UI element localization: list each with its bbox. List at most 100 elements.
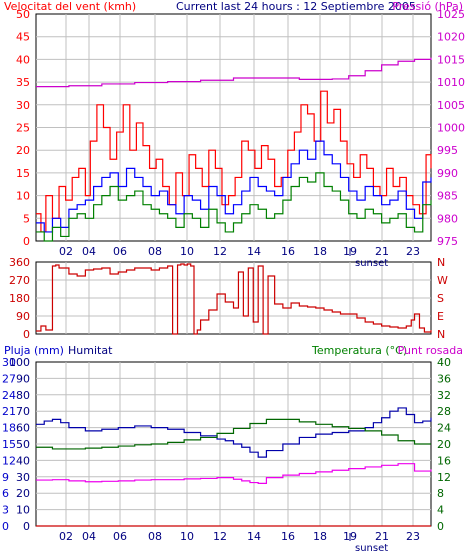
x-tick-label-bottom: 12: [213, 530, 227, 543]
rain-y-tick: 3: [2, 504, 9, 517]
direction-y-tick: 360: [9, 256, 30, 269]
pressure-axis-title: Pressió (hPa): [392, 0, 463, 13]
humidity-y-tick: 80: [16, 389, 30, 402]
temperature-y-tick: 40: [437, 356, 451, 369]
x-tick-label-bottom: 21: [375, 530, 389, 543]
humidity-y-tick: 40: [16, 454, 30, 467]
compass-tick: N: [437, 256, 445, 269]
rain-y-tick: 15: [2, 438, 16, 451]
x-tick-label-bottom: 16: [281, 530, 295, 543]
x-tick-label-bottom: 14: [247, 530, 261, 543]
compass-tick: W: [437, 274, 448, 287]
pressure-y-tick: 1020: [437, 31, 465, 44]
compass-tick: S: [437, 292, 444, 305]
pressure-y-tick: 980: [437, 212, 458, 225]
series-pressure: [36, 57, 432, 88]
pressure-y-tick: 1015: [437, 53, 465, 66]
rain-y-tick: 9: [2, 471, 9, 484]
x-tick-label-bottom: 18: [313, 530, 327, 543]
humidity-y-tick: 0: [23, 520, 30, 533]
x-tick-label: 06: [113, 245, 127, 258]
series-wind_low: [36, 172, 432, 242]
rain-y-tick: 12: [2, 454, 16, 467]
x-tick-label: 08: [148, 245, 162, 258]
direction-y-tick: 0: [23, 328, 30, 341]
x-tick-label-bottom: 06: [113, 530, 127, 543]
x-tick-label-bottom-sunset: sunset: [355, 543, 388, 554]
temperature-y-tick: 36: [437, 372, 451, 385]
pressure-y-tick: 1010: [437, 76, 465, 89]
rain-y-tick: 0: [2, 520, 9, 533]
temperature-y-tick: 24: [437, 422, 451, 435]
humidity-axis-title: Humitat: [68, 344, 113, 357]
x-tick-label: 12: [213, 245, 227, 258]
series-wind_gust: [36, 90, 432, 233]
humidity-y-tick: 20: [16, 487, 30, 500]
x-tick-label-sunset: sunset: [355, 258, 388, 269]
x-tick-label: 02: [59, 245, 73, 258]
humidity-y-tick: 100: [9, 356, 30, 369]
pressure-y-tick: 1005: [437, 99, 465, 112]
series-direction: [36, 263, 432, 335]
x-tick-label: 10: [180, 245, 194, 258]
x-tick-label: 14: [247, 245, 261, 258]
rain-y-tick: 27: [2, 372, 16, 385]
pressure-y-tick: 990: [437, 167, 458, 180]
rain-axis-title: Pluja (mm): [4, 344, 64, 357]
temperature-axis-title: Temperatura (°C): [311, 344, 407, 357]
rain-y-tick: 24: [2, 389, 16, 402]
pressure-y-tick: 975: [437, 235, 458, 248]
wind-y-tick: 0: [23, 235, 30, 248]
pressure-y-tick: 1025: [437, 8, 465, 21]
rain-y-tick: 6: [2, 487, 9, 500]
temperature-y-tick: 8: [437, 487, 444, 500]
series-punt-rosada: [36, 463, 432, 484]
pressure-y-tick: 995: [437, 144, 458, 157]
temperature-y-tick: 20: [437, 438, 451, 451]
humidity-y-tick: 50: [16, 438, 30, 451]
temperature-y-tick: 28: [437, 405, 451, 418]
rain-y-tick: 21: [2, 405, 16, 418]
wind-y-tick: 35: [16, 76, 30, 89]
x-tick-label: 18: [313, 245, 327, 258]
wind-y-tick: 50: [16, 8, 30, 21]
dewpoint-axis-title: Punt rosada: [398, 344, 463, 357]
direction-y-tick: 180: [9, 292, 30, 305]
rain-y-tick: 30: [2, 356, 16, 369]
wind-y-tick: 30: [16, 99, 30, 112]
humidity-y-tick: 10: [16, 504, 30, 517]
x-tick-label-bottom: 02: [59, 530, 73, 543]
direction-y-tick: 270: [9, 274, 30, 287]
temperature-y-tick: 32: [437, 389, 451, 402]
pressure-y-tick: 1000: [437, 122, 465, 135]
wind-y-tick: 25: [16, 122, 30, 135]
x-tick-label-bottom: 10: [180, 530, 194, 543]
x-tick-label-bottom: 08: [148, 530, 162, 543]
wind-y-tick: 20: [16, 144, 30, 157]
compass-tick: E: [437, 310, 444, 323]
wind-y-tick: 10: [16, 190, 30, 203]
humidity-y-tick: 70: [16, 405, 30, 418]
wind-y-tick: 45: [16, 31, 30, 44]
x-tick-label-bottom: 04: [82, 530, 96, 543]
x-tick-label: 04: [82, 245, 96, 258]
x-tick-label: 23: [406, 245, 420, 258]
series-temperatura: [36, 418, 431, 450]
x-tick-label: 16: [281, 245, 295, 258]
wind-axis-title: Velocitat del vent (kmh): [4, 0, 136, 13]
x-tick-label: 21: [375, 245, 389, 258]
humidity-y-tick: 60: [16, 422, 30, 435]
temperature-y-tick: 0: [437, 520, 444, 533]
wind-y-tick: 15: [16, 167, 30, 180]
humidity-y-tick: 30: [16, 471, 30, 484]
wind-y-tick: 40: [16, 53, 30, 66]
temperature-y-tick: 16: [437, 454, 451, 467]
x-tick-label-bottom: 23: [406, 530, 420, 543]
series-wind_avg: [36, 140, 432, 233]
humidity-y-tick: 90: [16, 372, 30, 385]
rain-y-tick: 18: [2, 422, 16, 435]
pressure-y-tick: 985: [437, 190, 458, 203]
